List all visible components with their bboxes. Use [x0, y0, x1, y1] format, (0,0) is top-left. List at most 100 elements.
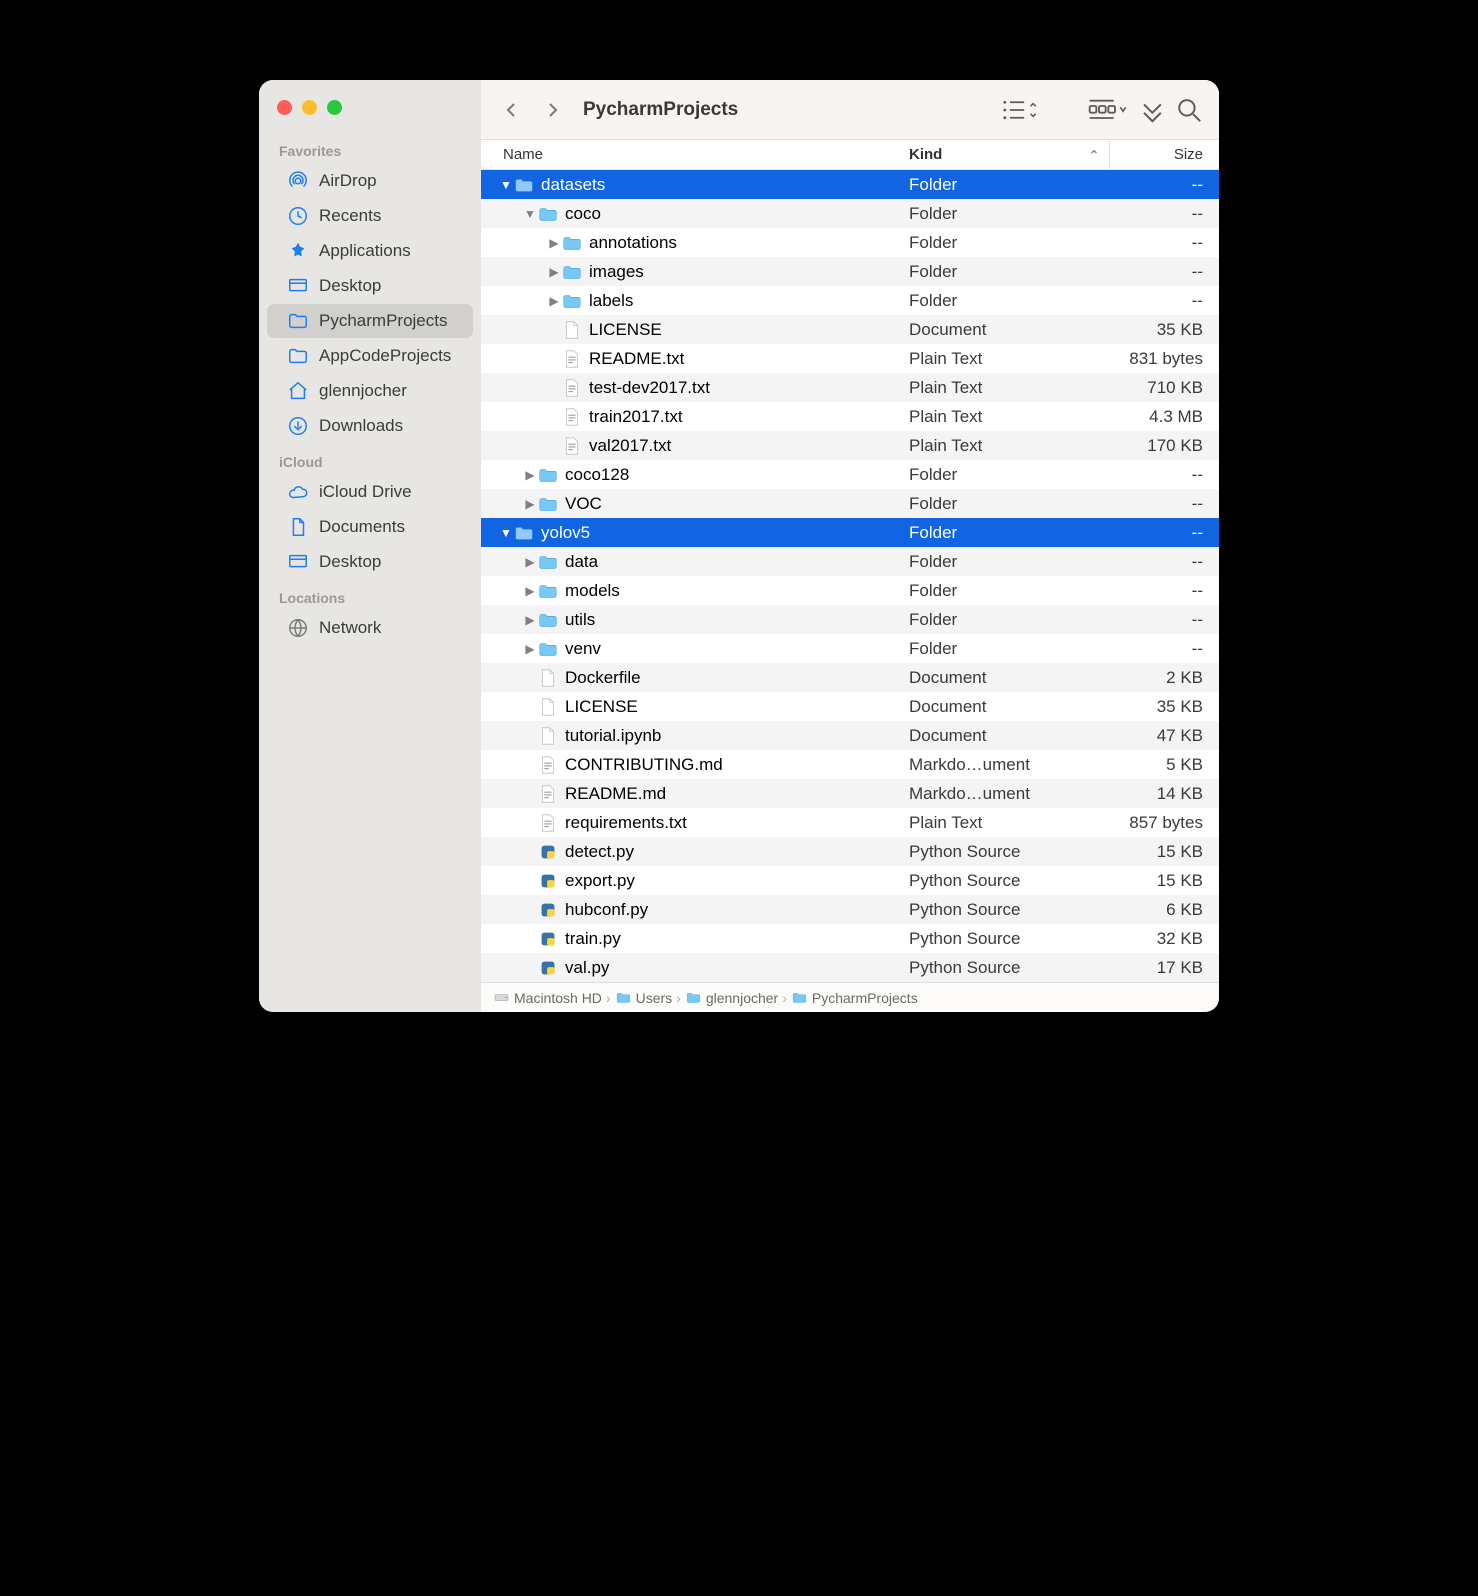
minimize-window-button[interactable] [302, 100, 317, 115]
file-kind: Python Source [909, 929, 1109, 949]
file-row[interactable]: val2017.txtPlain Text170 KB [481, 431, 1219, 460]
disclosure-triangle-icon[interactable]: ▶ [523, 497, 537, 511]
disclosure-triangle-icon[interactable]: ▶ [547, 265, 561, 279]
disclosure-triangle-icon[interactable]: ▼ [523, 207, 537, 221]
disclosure-triangle-icon[interactable]: ▶ [523, 584, 537, 598]
file-row[interactable]: ▼yolov5Folder-- [481, 518, 1219, 547]
file-row[interactable]: hubconf.pyPython Source6 KB [481, 895, 1219, 924]
doc-blank-icon [537, 696, 559, 718]
file-name: test-dev2017.txt [589, 378, 909, 398]
txt-icon [561, 377, 583, 399]
sidebar-item-network[interactable]: Network [267, 611, 473, 645]
file-size: 857 bytes [1109, 813, 1219, 833]
file-row[interactable]: README.mdMarkdo…ument14 KB [481, 779, 1219, 808]
desktop-icon [287, 275, 309, 297]
file-row[interactable]: ▶modelsFolder-- [481, 576, 1219, 605]
file-kind: Document [909, 668, 1109, 688]
file-row[interactable]: ▶dataFolder-- [481, 547, 1219, 576]
file-row[interactable]: LICENSEDocument35 KB [481, 315, 1219, 344]
file-kind: Plain Text [909, 378, 1109, 398]
file-row[interactable]: ▶VOCFolder-- [481, 489, 1219, 518]
file-row[interactable]: val.pyPython Source17 KB [481, 953, 1219, 982]
file-size: -- [1109, 291, 1219, 311]
sidebar-item-airdrop[interactable]: AirDrop [267, 164, 473, 198]
file-row[interactable]: tutorial.ipynbDocument47 KB [481, 721, 1219, 750]
file-row[interactable]: LICENSEDocument35 KB [481, 692, 1219, 721]
file-size: -- [1109, 175, 1219, 195]
file-kind: Document [909, 320, 1109, 340]
file-row[interactable]: ▶labelsFolder-- [481, 286, 1219, 315]
sidebar-item-glennjocher[interactable]: glennjocher [267, 374, 473, 408]
file-row[interactable]: ▶utilsFolder-- [481, 605, 1219, 634]
group-by-icon[interactable] [1087, 96, 1127, 124]
file-size: 32 KB [1109, 929, 1219, 949]
file-row[interactable]: export.pyPython Source15 KB [481, 866, 1219, 895]
sidebar-item-pycharmprojects[interactable]: PycharmProjects [267, 304, 473, 338]
sidebar-item-applications[interactable]: Applications [267, 234, 473, 268]
disclosure-triangle-icon[interactable]: ▶ [523, 613, 537, 627]
sidebar-item-desktop[interactable]: Desktop [267, 545, 473, 579]
file-row[interactable]: ▶annotationsFolder-- [481, 228, 1219, 257]
file-row[interactable]: ▼cocoFolder-- [481, 199, 1219, 228]
path-segment[interactable]: Users [636, 990, 673, 1006]
zoom-window-button[interactable] [327, 100, 342, 115]
disclosure-triangle-icon[interactable]: ▼ [499, 178, 513, 192]
folder-icon [537, 580, 559, 602]
file-size: -- [1109, 523, 1219, 543]
py-icon [537, 870, 559, 892]
file-row[interactable]: train.pyPython Source32 KB [481, 924, 1219, 953]
file-row[interactable]: README.txtPlain Text831 bytes [481, 344, 1219, 373]
overflow-icon[interactable] [1137, 96, 1165, 124]
sidebar-section-label: iCloud [259, 444, 481, 474]
view-list-icon[interactable] [1001, 96, 1037, 124]
disclosure-triangle-icon[interactable]: ▼ [499, 526, 513, 540]
sidebar-item-desktop[interactable]: Desktop [267, 269, 473, 303]
sidebar-item-appcodeprojects[interactable]: AppCodeProjects [267, 339, 473, 373]
path-segment[interactable]: glennjocher [706, 990, 778, 1006]
file-row[interactable]: detect.pyPython Source15 KB [481, 837, 1219, 866]
forward-button[interactable] [537, 95, 567, 125]
file-row[interactable]: CONTRIBUTING.mdMarkdo…ument5 KB [481, 750, 1219, 779]
file-size: 170 KB [1109, 436, 1219, 456]
file-row[interactable]: ▶venvFolder-- [481, 634, 1219, 663]
sidebar-item-icloud-drive[interactable]: iCloud Drive [267, 475, 473, 509]
close-window-button[interactable] [277, 100, 292, 115]
file-size: -- [1109, 233, 1219, 253]
path-segment[interactable]: PycharmProjects [812, 990, 918, 1006]
file-row[interactable]: ▶imagesFolder-- [481, 257, 1219, 286]
folder-icon [561, 232, 583, 254]
file-row[interactable]: ▶coco128Folder-- [481, 460, 1219, 489]
column-size[interactable]: Size [1109, 140, 1219, 169]
path-segment[interactable]: Macintosh HD [514, 990, 602, 1006]
file-name: hubconf.py [565, 900, 909, 920]
back-button[interactable] [497, 95, 527, 125]
disclosure-triangle-icon[interactable]: ▶ [523, 555, 537, 569]
file-name: data [565, 552, 909, 572]
disclosure-triangle-icon[interactable]: ▶ [547, 294, 561, 308]
file-kind: Folder [909, 465, 1109, 485]
file-name: yolov5 [541, 523, 909, 543]
file-kind: Markdo…ument [909, 755, 1109, 775]
file-row[interactable]: requirements.txtPlain Text857 bytes [481, 808, 1219, 837]
file-row[interactable]: DockerfileDocument2 KB [481, 663, 1219, 692]
sidebar-item-documents[interactable]: Documents [267, 510, 473, 544]
file-row[interactable]: ▼datasetsFolder-- [481, 170, 1219, 199]
folder-icon [513, 174, 535, 196]
disclosure-triangle-icon[interactable]: ▶ [523, 642, 537, 656]
search-icon[interactable] [1175, 96, 1203, 124]
file-size: 15 KB [1109, 842, 1219, 862]
file-kind: Python Source [909, 842, 1109, 862]
column-kind[interactable]: Kind⌃ [909, 146, 1109, 163]
folder-icon [685, 989, 702, 1006]
file-size: 5 KB [1109, 755, 1219, 775]
file-row[interactable]: test-dev2017.txtPlain Text710 KB [481, 373, 1219, 402]
column-name[interactable]: Name [503, 146, 909, 163]
file-row[interactable]: train2017.txtPlain Text4.3 MB [481, 402, 1219, 431]
disclosure-triangle-icon[interactable]: ▶ [547, 236, 561, 250]
disclosure-triangle-icon[interactable]: ▶ [523, 468, 537, 482]
sort-indicator-icon: ⌃ [1089, 148, 1099, 162]
file-name: LICENSE [589, 320, 909, 340]
sidebar-item-recents[interactable]: Recents [267, 199, 473, 233]
file-name: requirements.txt [565, 813, 909, 833]
sidebar-item-downloads[interactable]: Downloads [267, 409, 473, 443]
